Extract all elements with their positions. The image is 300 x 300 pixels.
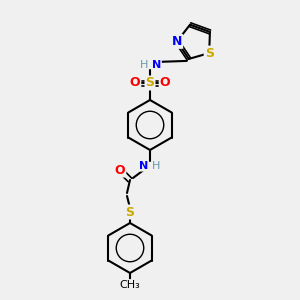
Text: H: H [140,60,148,70]
Text: O: O [130,76,140,89]
Text: O: O [160,76,170,89]
Text: N: N [152,60,161,70]
Text: N: N [139,161,148,171]
Text: S: S [205,46,214,60]
Text: N: N [172,35,182,48]
Text: S: S [146,76,154,89]
Text: H: H [152,161,160,171]
Text: O: O [115,164,125,176]
Text: S: S [125,206,134,218]
Text: CH₃: CH₃ [120,280,140,290]
